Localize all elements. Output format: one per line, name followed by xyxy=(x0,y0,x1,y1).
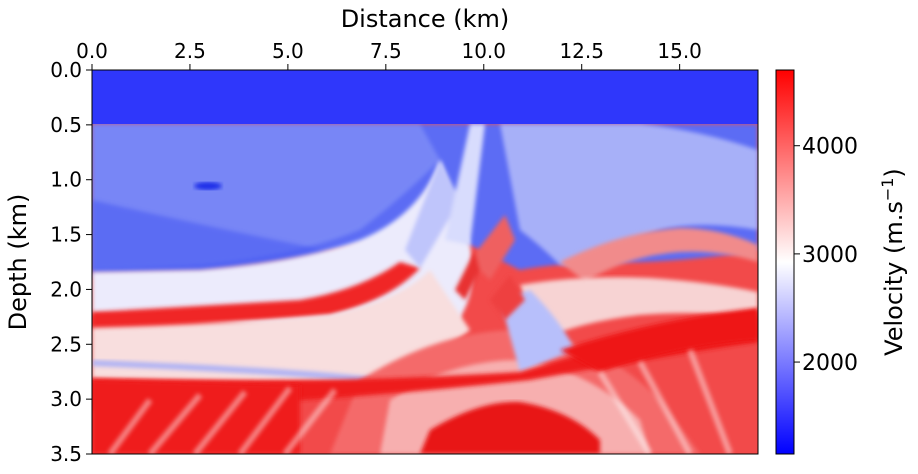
y-axis: 0.0 0.5 1.0 1.5 2.0 2.5 3.0 3.5 xyxy=(50,58,92,466)
x-axis: 0.0 2.5 5.0 7.5 10.0 12.5 15.0 xyxy=(76,39,702,70)
y-tick-label: 3.0 xyxy=(50,387,82,411)
fault-zone-blue xyxy=(500,290,575,372)
low-velocity-lens xyxy=(194,182,222,190)
y-axis-label: Depth (km) xyxy=(4,194,32,331)
x-axis-label: Distance (km) xyxy=(341,5,510,33)
mid-lower-pale xyxy=(92,270,470,382)
lower-left-red xyxy=(92,380,300,454)
fault-fingers xyxy=(405,124,525,320)
x-tick-label: 12.5 xyxy=(559,39,604,63)
x-tick-label: 10.0 xyxy=(461,39,506,63)
y-tick-label: 3.5 xyxy=(50,442,82,466)
dipping-red-band-right xyxy=(560,308,758,372)
x-tick-label: 7.5 xyxy=(370,39,402,63)
blue-wedge xyxy=(92,360,380,382)
anticline-core xyxy=(420,401,600,454)
y-tick-label: 0.0 xyxy=(50,58,82,82)
water-layer xyxy=(92,70,758,124)
colorbar-tick-label: 3000 xyxy=(802,243,858,268)
right-red-band xyxy=(560,228,758,282)
x-tick-label: 15.0 xyxy=(657,39,702,63)
colorbar-tick-label: 4000 xyxy=(802,135,858,160)
y-tick-label: 1.0 xyxy=(50,168,82,192)
x-tick-label: 5.0 xyxy=(272,39,304,63)
velocity-heatmap xyxy=(92,70,758,454)
lower-diagonal-stripes xyxy=(107,348,733,454)
y-tick-label: 0.5 xyxy=(50,113,82,137)
y-tick-label: 2.5 xyxy=(50,332,82,356)
right-folded-light xyxy=(500,124,758,265)
y-tick-label: 2.0 xyxy=(50,277,82,301)
right-lower-pale xyxy=(520,277,758,340)
colorbar xyxy=(775,69,795,455)
colorbar-ticks: 2000 3000 4000 xyxy=(794,135,858,376)
y-tick-label: 1.5 xyxy=(50,223,82,247)
red-band-2-2km xyxy=(92,262,420,328)
colorbar-tick-label: 2000 xyxy=(802,351,858,376)
x-tick-label: 0.0 xyxy=(76,39,108,63)
colorbar-label: Velocity (m.s−1) xyxy=(878,168,909,356)
plot-frame xyxy=(91,69,759,455)
x-tick-label: 2.5 xyxy=(174,39,206,63)
